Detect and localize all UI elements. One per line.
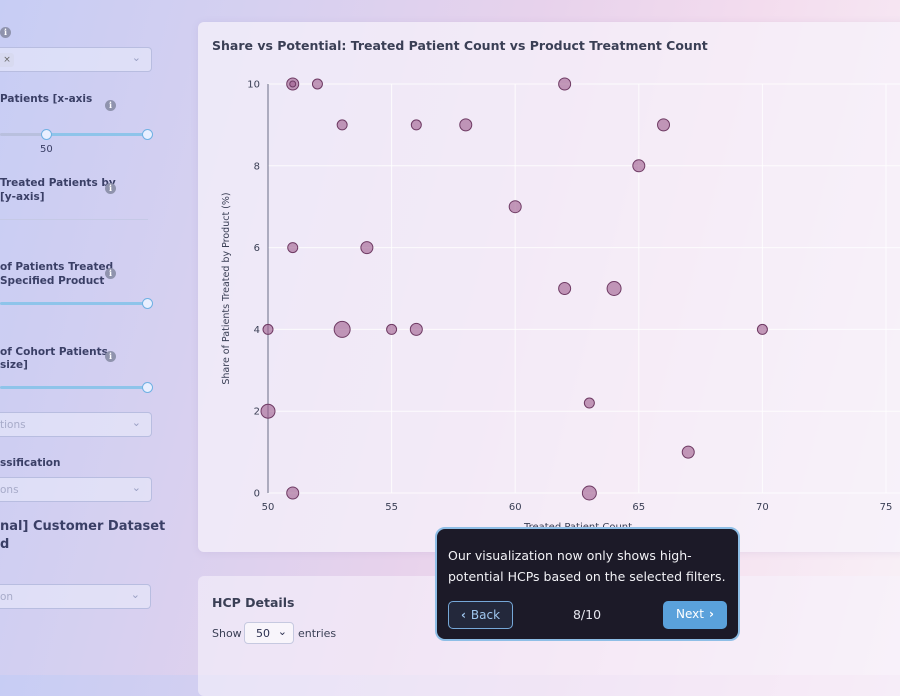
y-axis-filter-label-line2: [y-axis] xyxy=(0,191,45,203)
select-placeholder: tions xyxy=(0,419,26,431)
tour-step-counter: 8/10 xyxy=(572,607,602,622)
share-filter-label-line1: of Patients Treated xyxy=(0,261,114,273)
entries-label: entries xyxy=(298,627,337,640)
scatter-point[interactable] xyxy=(333,320,351,338)
options-select-1[interactable]: tions ⌄ xyxy=(0,412,152,437)
x-tick-label: 65 xyxy=(632,502,645,513)
filter-sidebar: i × ⌄ Patients [x-axis i 50 Treated Pati… xyxy=(0,0,170,675)
x-tick-label: 70 xyxy=(756,502,769,513)
scatter-point[interactable] xyxy=(632,159,646,173)
share-filter-label-line2: Specified Product xyxy=(0,275,105,287)
info-icon[interactable]: i xyxy=(105,351,116,362)
info-icon[interactable]: i xyxy=(0,27,11,38)
select-placeholder: ons xyxy=(0,484,19,496)
share-slider-range xyxy=(0,302,147,305)
scatter-plot[interactable]: 50 55 60 65 70 75 0 2 4 6 8 10 Share of Patients Tre… xyxy=(198,22,900,552)
scatter-point[interactable] xyxy=(260,403,276,419)
next-button[interactable]: Next › xyxy=(663,601,727,629)
chart-title: Share vs Potential: Treated Patient Coun… xyxy=(212,38,708,53)
chevron-down-icon: ⌄ xyxy=(131,481,141,494)
chevron-left-icon: ‹ xyxy=(460,608,466,622)
y-axis-filter-label-line1: Treated Patients by xyxy=(0,177,116,189)
chevron-down-icon: ⌄ xyxy=(131,416,141,429)
info-icon[interactable]: i xyxy=(105,183,116,194)
x-slider-min-handle[interactable] xyxy=(41,129,52,140)
x-axis-filter-label: Patients [x-axis xyxy=(0,93,93,105)
scatter-point[interactable] xyxy=(386,323,398,335)
section-divider xyxy=(0,219,148,220)
y-tick-label: 8 xyxy=(254,161,260,172)
tour-popover: Our visualization now only shows high-po… xyxy=(435,527,740,641)
select-placeholder: on xyxy=(0,591,14,603)
scatter-point[interactable] xyxy=(409,322,423,336)
scatter-point[interactable] xyxy=(657,118,671,132)
y-tick-label: 10 xyxy=(247,80,260,91)
scatter-point[interactable] xyxy=(286,486,300,500)
scatter-point[interactable] xyxy=(459,118,473,132)
scatter-point[interactable] xyxy=(289,80,297,88)
scatter-point[interactable] xyxy=(287,242,299,254)
back-button[interactable]: ‹ Back xyxy=(448,601,513,629)
x-slider-track-inactive xyxy=(0,133,46,136)
scatter-point[interactable] xyxy=(756,323,768,335)
tour-message: Our visualization now only shows high-po… xyxy=(448,548,726,584)
page-length-value: 50 xyxy=(256,627,270,640)
scatter-point[interactable] xyxy=(508,200,522,214)
scatter-point[interactable] xyxy=(311,78,323,90)
hcp-details-title: HCP Details xyxy=(212,595,295,610)
y-axis-label: Share of Patients Treated by Product (%) xyxy=(221,192,232,384)
share-slider-handle[interactable] xyxy=(142,298,153,309)
scatter-point[interactable] xyxy=(360,241,374,255)
scatter-point[interactable] xyxy=(583,397,595,409)
x-tick-label: 75 xyxy=(880,502,893,513)
scatter-point[interactable] xyxy=(581,485,597,501)
info-icon[interactable]: i xyxy=(105,268,116,279)
scatter-point[interactable] xyxy=(262,323,274,335)
scatter-point[interactable] xyxy=(558,77,572,91)
x-tick-label: 50 xyxy=(262,502,275,513)
x-slider-value: 50 xyxy=(40,144,53,155)
scatter-point[interactable] xyxy=(606,281,622,296)
x-tick-label: 55 xyxy=(385,502,398,513)
cohort-slider-handle[interactable] xyxy=(142,382,153,393)
classification-select[interactable]: ons ⌄ xyxy=(0,477,152,502)
back-label: Back xyxy=(470,608,501,622)
scatter-point[interactable] xyxy=(336,119,348,131)
classification-label: ssification xyxy=(0,457,61,469)
scatter-point[interactable] xyxy=(410,119,422,131)
cohort-filter-label-line1: of Cohort Patients xyxy=(0,346,108,358)
dataset-title-line2: d xyxy=(0,537,10,552)
y-tick-label: 6 xyxy=(254,243,260,254)
dataset-title-line1: nal] Customer Dataset xyxy=(0,519,166,534)
page-length-select[interactable]: 50 ⌄ xyxy=(244,622,294,644)
scatter-point[interactable] xyxy=(558,282,572,295)
x-slider-max-handle[interactable] xyxy=(142,129,153,140)
info-icon[interactable]: i xyxy=(105,100,116,111)
dataset-select[interactable]: on ⌄ xyxy=(0,584,151,609)
x-tick-label: 60 xyxy=(509,502,522,513)
chevron-down-icon: ⌄ xyxy=(277,625,287,638)
next-label: Next xyxy=(676,607,704,621)
y-tick-label: 4 xyxy=(254,325,260,336)
y-tick-label: 0 xyxy=(254,489,260,500)
y-tick-label: 2 xyxy=(254,407,260,418)
scatter-point[interactable] xyxy=(681,445,695,459)
cohort-slider-range xyxy=(0,386,147,389)
chevron-down-icon: ⌄ xyxy=(131,51,141,64)
multi-select-field[interactable]: × ⌄ xyxy=(0,47,152,72)
chip-remove-icon[interactable]: × xyxy=(0,53,14,67)
chevron-right-icon: › xyxy=(709,607,714,621)
chevron-down-icon: ⌄ xyxy=(130,588,140,601)
cohort-filter-label-line2: size] xyxy=(0,359,28,371)
show-label: Show xyxy=(212,627,242,640)
scatter-chart-card: Share vs Potential: Treated Patient Coun… xyxy=(198,22,900,552)
x-slider-range xyxy=(46,133,147,136)
